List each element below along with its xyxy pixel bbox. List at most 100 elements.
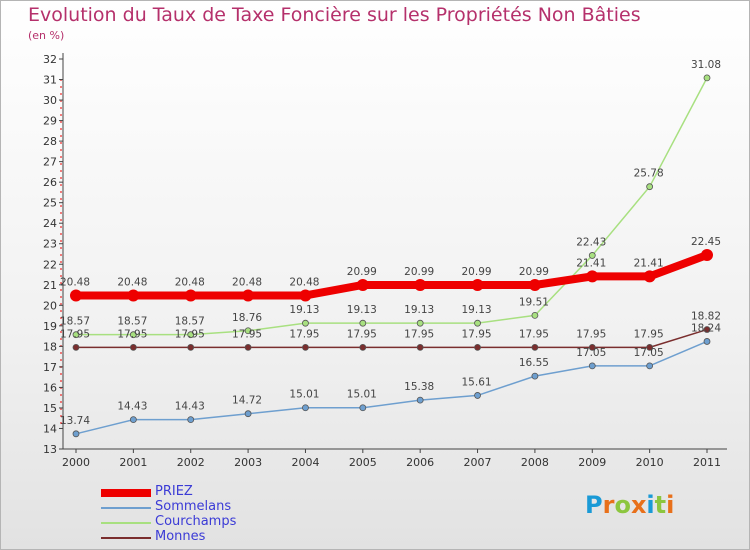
data-point — [359, 343, 367, 351]
y-tick-label: 17 — [43, 361, 57, 374]
logo-letter: i — [646, 491, 655, 519]
data-point — [528, 278, 541, 291]
data-point — [416, 343, 424, 351]
data-point — [70, 289, 82, 302]
data-label: 14.43 — [117, 401, 147, 413]
y-tick-label: 15 — [43, 402, 57, 415]
data-label: 17.95 — [175, 328, 205, 340]
x-tick-label: 2011 — [693, 456, 721, 469]
data-point — [129, 416, 137, 424]
x-tick-label: 2002 — [177, 456, 205, 469]
data-point — [184, 289, 197, 302]
legend-label: Courchamps — [155, 514, 237, 529]
data-label: 22.43 — [576, 236, 606, 248]
series-line-courchamps — [76, 77, 708, 336]
data-label: 22.45 — [691, 236, 721, 248]
y-tick-label: 18 — [43, 340, 57, 353]
logo-letter: t — [654, 491, 667, 519]
data-label: 17.95 — [232, 328, 262, 340]
data-label: 20.99 — [519, 266, 549, 278]
data-point — [302, 343, 309, 351]
data-label: 14.43 — [175, 401, 205, 413]
data-label: 18.57 — [175, 316, 205, 328]
data-label: 18.57 — [60, 316, 90, 328]
x-tick-label: 2007 — [464, 456, 492, 469]
data-point — [531, 372, 539, 380]
logo-letter: x — [630, 491, 647, 519]
data-point — [643, 270, 656, 283]
data-point — [242, 289, 255, 302]
data-label: 17.95 — [117, 328, 147, 340]
data-point — [646, 362, 654, 370]
data-point — [244, 343, 252, 351]
data-label: 20.48 — [175, 276, 205, 288]
proxiti-logo: Proxiti — [585, 491, 674, 519]
data-point — [586, 270, 599, 283]
data-point — [416, 396, 424, 404]
data-point — [474, 343, 481, 351]
data-label: 31.08 — [691, 59, 721, 71]
x-tick-label: 2005 — [349, 456, 377, 469]
y-tick-label: 28 — [43, 135, 57, 148]
y-tick-label: 14 — [43, 422, 57, 435]
data-point — [129, 343, 137, 351]
data-label: 14.72 — [232, 395, 262, 407]
data-label: 17.95 — [60, 328, 90, 340]
logo-letter: P — [585, 491, 603, 519]
data-point — [703, 338, 711, 345]
legend-swatch — [101, 537, 151, 539]
data-point — [588, 252, 596, 259]
data-label: 17.95 — [519, 328, 549, 340]
data-point — [72, 430, 80, 438]
y-tick-label: 13 — [43, 443, 57, 456]
y-tick-label: 20 — [43, 299, 57, 312]
data-point — [588, 362, 596, 370]
legend-swatch — [101, 507, 151, 509]
legend-item-sommelans: Sommelans — [101, 499, 301, 515]
data-point — [359, 404, 367, 412]
legend-label: Sommelans — [155, 499, 232, 514]
data-point — [703, 74, 711, 82]
y-tick-label: 27 — [43, 156, 57, 169]
x-tick-label: 2004 — [291, 456, 319, 469]
legend: PRIEZ Sommelans Courchamps Monnes — [101, 484, 301, 545]
y-tick-label: 31 — [43, 74, 57, 87]
data-label: 18.24 — [691, 322, 721, 334]
y-tick-label: 19 — [43, 320, 57, 333]
y-tick-label: 32 — [43, 53, 57, 66]
data-point — [187, 343, 195, 351]
data-label: 20.99 — [404, 266, 434, 278]
data-point — [474, 319, 481, 327]
series-line-monnes — [76, 328, 708, 349]
data-label: 17.95 — [634, 328, 664, 340]
data-point — [72, 343, 80, 351]
data-label: 17.95 — [576, 328, 606, 340]
data-label: 19.51 — [519, 296, 549, 308]
y-tick-label: 29 — [43, 115, 57, 128]
data-label: 19.13 — [289, 304, 319, 316]
data-label: 18.57 — [117, 316, 147, 328]
data-point — [72, 331, 80, 339]
legend-item-courchamps: Courchamps — [101, 514, 301, 530]
x-tick-label: 2006 — [406, 456, 434, 469]
y-tick-label: 26 — [43, 176, 57, 189]
data-label: 21.41 — [634, 257, 664, 269]
logo-letter: r — [602, 491, 615, 519]
y-tick-label: 25 — [43, 197, 57, 210]
data-point — [302, 404, 309, 412]
data-point — [471, 278, 484, 291]
data-point — [588, 343, 596, 351]
data-point — [356, 278, 369, 291]
data-point — [703, 326, 711, 333]
data-label: 17.95 — [347, 328, 377, 340]
legend-swatch — [101, 522, 151, 524]
data-point — [359, 319, 367, 327]
data-label: 15.38 — [404, 381, 434, 393]
y-tick-label: 23 — [43, 238, 57, 251]
data-label: 19.13 — [404, 304, 434, 316]
x-tick-label: 2009 — [578, 456, 606, 469]
logo-letter: o — [614, 491, 631, 519]
y-tick-label: 24 — [43, 217, 57, 230]
chart-subtitle: (en %) — [28, 29, 65, 42]
data-point — [299, 289, 312, 302]
